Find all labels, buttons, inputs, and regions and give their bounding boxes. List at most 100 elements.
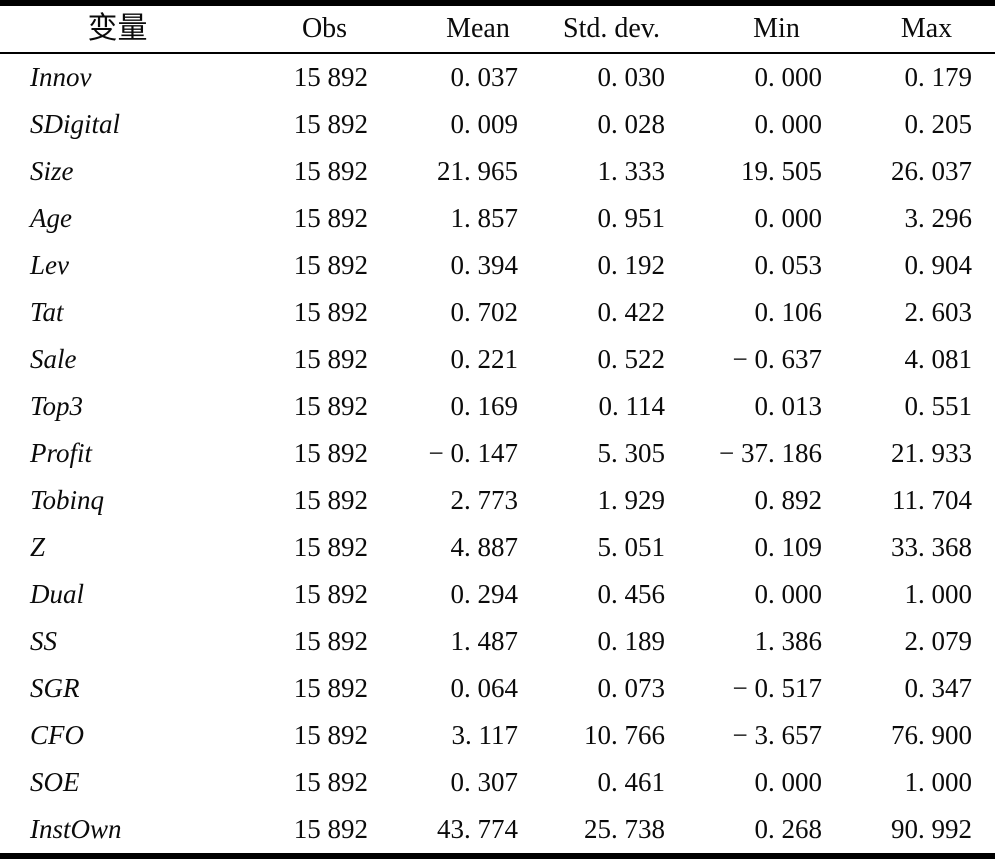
mean-value-cell: 43. 774 <box>437 814 518 844</box>
table-row: Size 15 892 21. 965 1. 333 19. 505 26. 0… <box>0 148 995 195</box>
obs-value-cell: 15 892 <box>293 579 368 609</box>
obs-value-cell: 15 892 <box>293 673 368 703</box>
min-value-cell: − 3. 657 <box>732 720 822 750</box>
max-value-cell: 90. 992 <box>891 814 972 844</box>
obs-value-cell: 15 892 <box>293 297 368 327</box>
table-row: Lev 15 892 0. 394 0. 192 0. 053 0. 904 <box>0 242 995 289</box>
column-header-std-dev: Std. dev. <box>563 13 660 44</box>
std-value-cell: 0. 422 <box>597 297 666 327</box>
column-header-max: Max <box>900 13 953 44</box>
variable-name-cell: Sale <box>30 344 77 374</box>
column-header-mean: Mean <box>446 13 510 44</box>
min-value-cell: 0. 053 <box>754 250 823 280</box>
std-value-cell: 5. 051 <box>597 532 666 562</box>
table-body: Innov 15 892 0. 037 0. 030 0. 000 0. 179… <box>0 54 995 853</box>
table-row: Age 15 892 1. 857 0. 951 0. 000 3. 296 <box>0 195 995 242</box>
std-value-cell: 1. 929 <box>597 485 666 515</box>
min-value-cell: − 37. 186 <box>719 438 822 468</box>
max-value-cell: 0. 347 <box>904 673 973 703</box>
table-row: Tat 15 892 0. 702 0. 422 0. 106 2. 603 <box>0 289 995 336</box>
max-value-cell: 21. 933 <box>891 438 972 468</box>
variable-name-cell: Lev <box>30 250 69 280</box>
table-row: Sale 15 892 0. 221 0. 522 − 0. 637 4. 08… <box>0 336 995 383</box>
table-header-row: 变量 Obs Mean Std. dev. Min Max <box>0 6 995 54</box>
table-row: InstOwn 15 892 43. 774 25. 738 0. 268 90… <box>0 806 995 853</box>
mean-value-cell: − 0. 147 <box>428 438 518 468</box>
min-value-cell: 0. 013 <box>754 391 823 421</box>
max-value-cell: 0. 551 <box>904 391 973 421</box>
mean-value-cell: 21. 965 <box>437 156 518 186</box>
variable-name-cell: SGR <box>30 673 80 703</box>
table-row: Innov 15 892 0. 037 0. 030 0. 000 0. 179 <box>0 54 995 101</box>
max-value-cell: 3. 296 <box>904 203 973 233</box>
std-value-cell: 0. 114 <box>598 391 666 421</box>
min-value-cell: 0. 000 <box>754 767 823 797</box>
max-value-cell: 33. 368 <box>891 532 972 562</box>
min-value-cell: − 0. 637 <box>732 344 822 374</box>
mean-value-cell: 0. 394 <box>450 250 519 280</box>
min-value-cell: 1. 386 <box>754 626 823 656</box>
std-value-cell: 0. 456 <box>597 579 666 609</box>
std-value-cell: 1. 333 <box>597 156 666 186</box>
table-row: Top3 15 892 0. 169 0. 114 0. 013 0. 551 <box>0 383 995 430</box>
mean-value-cell: 0. 702 <box>450 297 519 327</box>
mean-value-cell: 0. 307 <box>450 767 519 797</box>
std-value-cell: 0. 073 <box>597 673 666 703</box>
obs-value-cell: 15 892 <box>293 391 368 421</box>
table-row: Z 15 892 4. 887 5. 051 0. 109 33. 368 <box>0 524 995 571</box>
min-value-cell: 0. 892 <box>754 485 823 515</box>
obs-value-cell: 15 892 <box>293 626 368 656</box>
max-value-cell: 0. 179 <box>904 62 973 92</box>
obs-value-cell: 15 892 <box>293 438 368 468</box>
table-row: SOE 15 892 0. 307 0. 461 0. 000 1. 000 <box>0 759 995 806</box>
max-value-cell: 1. 000 <box>904 767 973 797</box>
max-value-cell: 2. 079 <box>904 626 973 656</box>
table-row: SDigital 15 892 0. 009 0. 028 0. 000 0. … <box>0 101 995 148</box>
obs-value-cell: 15 892 <box>293 156 368 186</box>
variable-name-cell: Dual <box>30 579 84 609</box>
obs-value-cell: 15 892 <box>293 109 368 139</box>
table-row: CFO 15 892 3. 117 10. 766 − 3. 657 76. 9… <box>0 712 995 759</box>
obs-value-cell: 15 892 <box>293 720 368 750</box>
std-value-cell: 0. 192 <box>597 250 666 280</box>
variable-name-cell: Tat <box>30 297 64 327</box>
max-value-cell: 0. 904 <box>904 250 973 280</box>
variable-name-cell: InstOwn <box>30 814 122 844</box>
std-value-cell: 0. 461 <box>597 767 666 797</box>
min-value-cell: 0. 000 <box>754 109 823 139</box>
max-value-cell: 1. 000 <box>904 579 973 609</box>
mean-value-cell: 0. 221 <box>450 344 519 374</box>
variable-name-cell: Profit <box>30 438 93 468</box>
table-row: Profit 15 892 − 0. 147 5. 305 − 37. 186 … <box>0 430 995 477</box>
min-value-cell: 0. 000 <box>754 579 823 609</box>
table-row: SS 15 892 1. 487 0. 189 1. 386 2. 079 <box>0 618 995 665</box>
mean-value-cell: 4. 887 <box>450 532 519 562</box>
column-header-variable: 变量 <box>87 12 148 45</box>
max-value-cell: 4. 081 <box>904 344 973 374</box>
obs-value-cell: 15 892 <box>293 485 368 515</box>
min-value-cell: 0. 109 <box>754 532 823 562</box>
mean-value-cell: 0. 294 <box>450 579 519 609</box>
max-value-cell: 11. 704 <box>892 485 972 515</box>
table-row: Tobinq 15 892 2. 773 1. 929 0. 892 11. 7… <box>0 477 995 524</box>
std-value-cell: 25. 738 <box>584 814 665 844</box>
std-value-cell: 5. 305 <box>597 438 666 468</box>
min-value-cell: 0. 000 <box>754 62 823 92</box>
obs-value-cell: 15 892 <box>293 814 368 844</box>
table-row: SGR 15 892 0. 064 0. 073 − 0. 517 0. 347 <box>0 665 995 712</box>
min-value-cell: 19. 505 <box>741 156 822 186</box>
variable-name-cell: SDigital <box>30 109 121 139</box>
variable-name-cell: SS <box>30 626 57 656</box>
std-value-cell: 0. 028 <box>597 109 666 139</box>
std-value-cell: 0. 522 <box>597 344 666 374</box>
mean-value-cell: 0. 037 <box>450 62 519 92</box>
min-value-cell: 0. 000 <box>754 203 823 233</box>
std-value-cell: 0. 951 <box>597 203 666 233</box>
mean-value-cell: 0. 009 <box>450 109 519 139</box>
mean-value-cell: 0. 064 <box>450 673 519 703</box>
mean-value-cell: 0. 169 <box>450 391 519 421</box>
std-value-cell: 0. 030 <box>597 62 666 92</box>
max-value-cell: 26. 037 <box>891 156 972 186</box>
mean-value-cell: 1. 857 <box>450 203 519 233</box>
